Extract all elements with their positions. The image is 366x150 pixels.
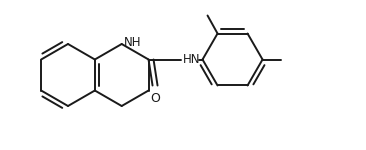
Text: O: O bbox=[150, 93, 160, 105]
Text: NH: NH bbox=[124, 36, 141, 50]
Text: HN: HN bbox=[183, 53, 200, 66]
